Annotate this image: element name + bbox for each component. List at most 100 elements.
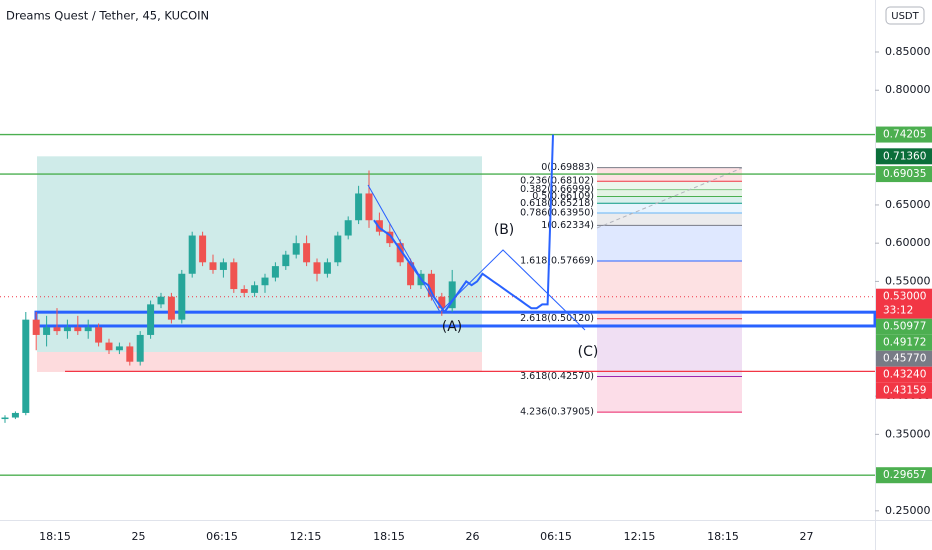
x-tick-label: 18:15 — [373, 530, 405, 543]
x-tick-label: 18:15 — [39, 530, 71, 543]
wave-label: (B) — [494, 222, 515, 238]
candle-body — [95, 327, 103, 343]
candle-body — [282, 254, 290, 267]
price-tag — [876, 148, 932, 165]
candle-body — [147, 304, 155, 335]
candle-body — [167, 296, 175, 320]
candle-body — [63, 327, 71, 332]
price-tag-label: 0.45770 — [883, 353, 926, 365]
fib-label: 0.236(0.68102) — [520, 176, 594, 187]
currency[interactable]: USDT — [891, 11, 919, 22]
candle-body — [313, 262, 321, 274]
fib-zone — [597, 189, 742, 197]
wave-label: (C) — [578, 344, 599, 360]
plot: 0.850000.800000.650000.600000.550000.400… — [0, 45, 932, 543]
candle-body — [396, 243, 404, 263]
price-tag-label: 0.43159 — [883, 385, 926, 397]
price-tag-label: 0.49172 — [883, 337, 926, 349]
candle-body — [53, 327, 61, 332]
candle-body — [199, 235, 207, 263]
candle-body — [178, 273, 186, 320]
price-tag — [876, 288, 932, 319]
fib-zone — [597, 212, 742, 226]
candle-body — [323, 262, 331, 274]
wave-label: (A) — [442, 319, 463, 335]
candle-body — [427, 273, 435, 297]
fib-zone — [597, 181, 742, 190]
fib-zone — [597, 225, 742, 262]
candle-body — [136, 334, 144, 362]
price-tag-label: 0.29657 — [883, 469, 926, 481]
x-tick-label: 06:15 — [540, 530, 572, 543]
price-tag — [876, 350, 932, 367]
profit-zone — [37, 156, 482, 352]
fib-label: 0.382(0.66999) — [520, 184, 594, 195]
candle-body — [334, 235, 342, 263]
candle-body — [386, 231, 394, 244]
candle-body — [74, 327, 82, 332]
candle-body — [292, 243, 300, 255]
candle-body — [448, 281, 456, 309]
fib-label: 0.5(0.66109) — [532, 191, 594, 202]
price-tag — [876, 318, 932, 335]
wave-line — [367, 184, 586, 331]
candle-body — [188, 235, 196, 274]
price-tag — [876, 334, 932, 351]
candle-body — [105, 342, 113, 351]
y-tick-label: 0.80000 — [885, 83, 931, 96]
candle-body — [209, 262, 217, 270]
price-tag — [876, 166, 932, 183]
fib-label: 0.786(0.63950) — [520, 207, 594, 218]
y-tick-label: 0.60000 — [885, 236, 931, 249]
price-tag-label: 0.69035 — [883, 168, 926, 180]
candle-body — [22, 319, 30, 413]
x-tick-label: 18:15 — [707, 530, 739, 543]
fib-zone — [597, 196, 742, 204]
fib-label: 2.618(0.50120) — [520, 313, 594, 324]
fib-zone — [597, 318, 742, 377]
candle-body — [271, 266, 279, 278]
trend-line — [596, 167, 743, 229]
candle-body — [1, 417, 9, 420]
candle-body — [157, 296, 165, 305]
fib-zone — [597, 376, 742, 413]
loss-zone — [37, 351, 482, 372]
y-tick-label: 0.55000 — [885, 274, 931, 287]
projection — [373, 134, 554, 314]
candle-body — [365, 193, 373, 221]
price-tag-label: 0.43240 — [883, 369, 926, 381]
x-tick-label: 06:15 — [206, 530, 238, 543]
candle-body — [407, 262, 415, 286]
price-tag — [876, 467, 932, 484]
candle-body — [219, 262, 227, 270]
price-tag-label: 0.71360 — [883, 150, 926, 162]
candle-body — [375, 220, 383, 232]
candle-body — [344, 220, 352, 236]
currency-button[interactable] — [885, 6, 925, 25]
y-tick-label: 0.25000 — [885, 504, 931, 517]
candle-body — [251, 285, 259, 293]
candle-body — [240, 289, 248, 293]
y-tick-label: 0.65000 — [885, 198, 931, 211]
candle-body — [11, 412, 19, 418]
countdown: 33:12 — [883, 305, 913, 317]
candle-body — [438, 296, 446, 309]
x-tick-label: 25 — [132, 530, 146, 543]
candle-body — [355, 193, 363, 221]
candle-body — [32, 319, 40, 335]
x-tick-label: 12:15 — [290, 530, 322, 543]
fib-zone — [597, 261, 742, 319]
fib-label: 1(0.62334) — [541, 220, 594, 231]
fib-zone — [597, 203, 742, 213]
price-tag — [876, 126, 932, 143]
candle-body — [303, 243, 311, 263]
candle-body — [115, 346, 123, 351]
y-tick-label: 0.35000 — [885, 427, 931, 440]
candle-body — [261, 277, 269, 286]
price-tag — [876, 382, 932, 399]
fib-label: 0(0.69883) — [541, 162, 594, 173]
fib-label: 0.618(0.65218) — [520, 198, 594, 209]
x-tick-label: 26 — [466, 530, 480, 543]
